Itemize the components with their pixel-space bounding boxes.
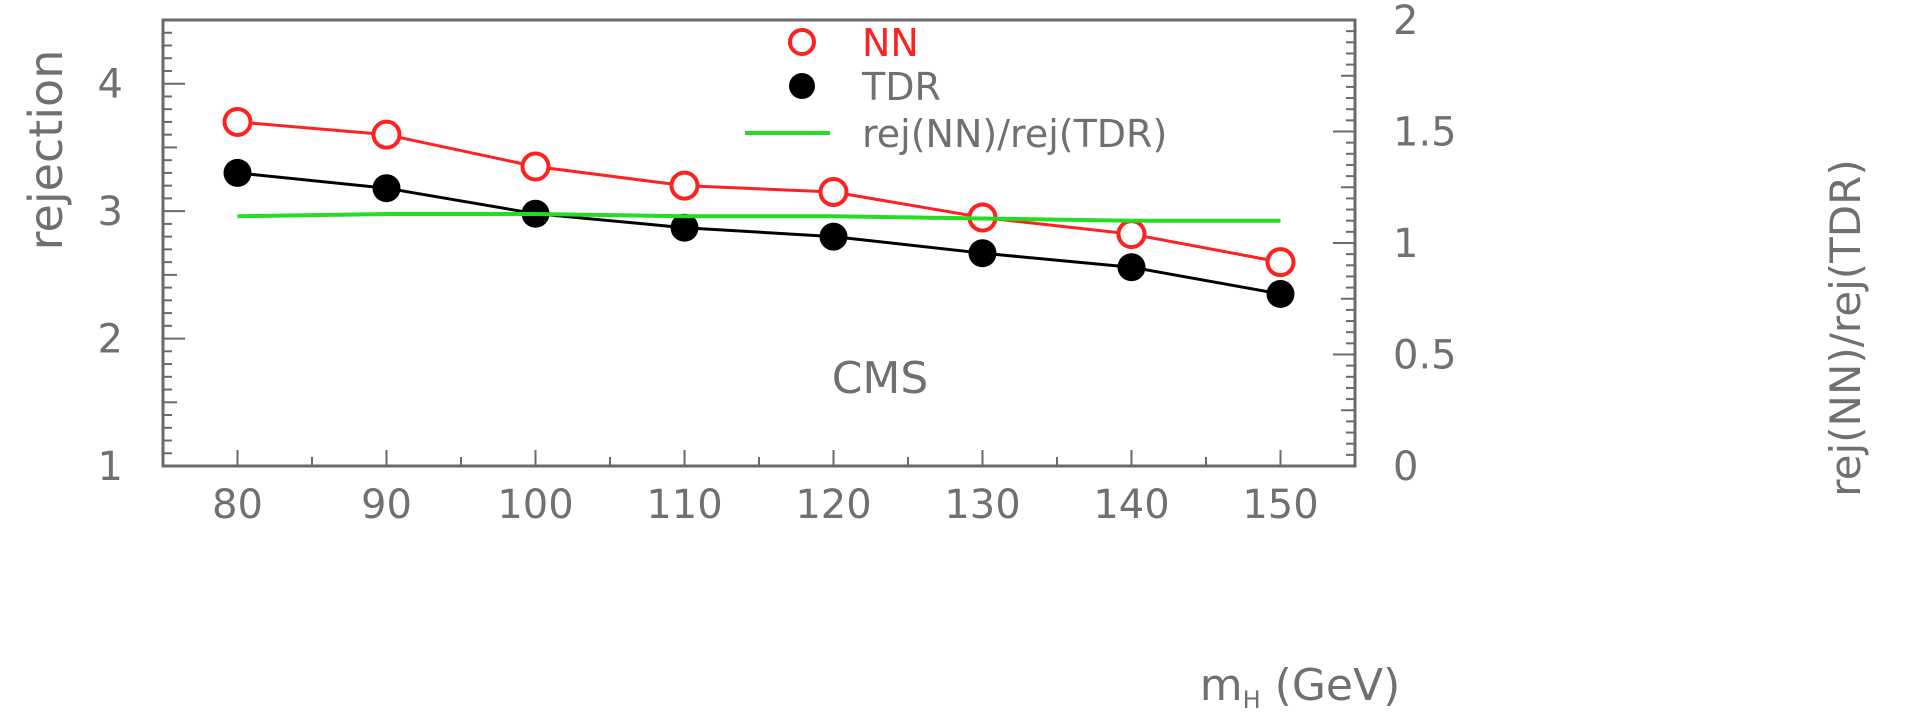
- legend-label-nn: NN: [862, 21, 919, 65]
- x-tick-label: 140: [1093, 482, 1169, 528]
- y-axis-label: rejection: [19, 50, 73, 251]
- data-point-tdr: [819, 222, 848, 251]
- annotation-cms: CMS: [832, 353, 929, 404]
- data-point-tdr: [968, 239, 997, 268]
- data-point-tdr: [1266, 279, 1295, 308]
- series-line-tdr: [237, 171, 1281, 296]
- series-line-nn: [237, 120, 1281, 264]
- data-point-nn: [1265, 247, 1296, 278]
- y-tick-label: 2: [98, 317, 123, 363]
- plot-frame: [161, 18, 1357, 468]
- y-tick-label: 3: [98, 189, 123, 235]
- legend-marker-nn: [788, 28, 816, 56]
- x-tick-label: 110: [646, 482, 722, 528]
- data-point-tdr: [670, 213, 699, 242]
- y-tick-label: 4: [98, 62, 123, 108]
- y2-tick-label: 0: [1393, 444, 1418, 490]
- x-axis-label-unit: (GeV): [1275, 660, 1401, 711]
- y2-tick-label: 0.5: [1393, 333, 1457, 379]
- x-tick-label: 130: [944, 482, 1020, 528]
- x-tick-label: 120: [795, 482, 871, 528]
- y2-tick-label: 1.5: [1393, 110, 1457, 156]
- x-tick-label: 80: [212, 482, 263, 528]
- y2-tick-label: 2: [1393, 0, 1418, 44]
- data-point-tdr: [223, 158, 252, 187]
- x-tick-label: 90: [361, 482, 412, 528]
- data-point-nn: [818, 177, 849, 208]
- x-axis-label-subscript: H: [1243, 686, 1261, 712]
- data-point-nn: [520, 151, 551, 182]
- tick-marks: [162, 19, 1356, 467]
- series-layer: [222, 106, 1296, 308]
- legend-marker-tdr: [789, 73, 815, 99]
- y-tick-label: 1: [98, 444, 123, 490]
- series-line-rej-nn-rej-tdr: [237, 212, 1281, 223]
- data-point-tdr: [1117, 253, 1146, 282]
- data-point-nn: [669, 170, 700, 201]
- data-point-nn: [1116, 219, 1147, 250]
- data-point-nn: [371, 119, 402, 150]
- x-axis-label-symbol: m: [1200, 660, 1243, 711]
- x-tick-label: 150: [1242, 482, 1318, 528]
- x-axis-label: mH (GeV): [1200, 660, 1401, 712]
- data-point-nn: [222, 106, 253, 137]
- y2-tick-label: 1: [1393, 221, 1418, 267]
- y2-axis-label: rej(NN)/rej(TDR): [1821, 159, 1870, 496]
- legend-label-tdr: TDR: [861, 65, 941, 109]
- legend-label-rej-nn-rej-tdr: rej(NN)/rej(TDR): [862, 112, 1167, 156]
- x-tick-label: 100: [497, 482, 573, 528]
- data-point-tdr: [372, 174, 401, 203]
- tick-labels: 80 90 100 110 120 130 140 150 1 2 3 4 0 0.5 1 1.5 2: [98, 0, 1457, 528]
